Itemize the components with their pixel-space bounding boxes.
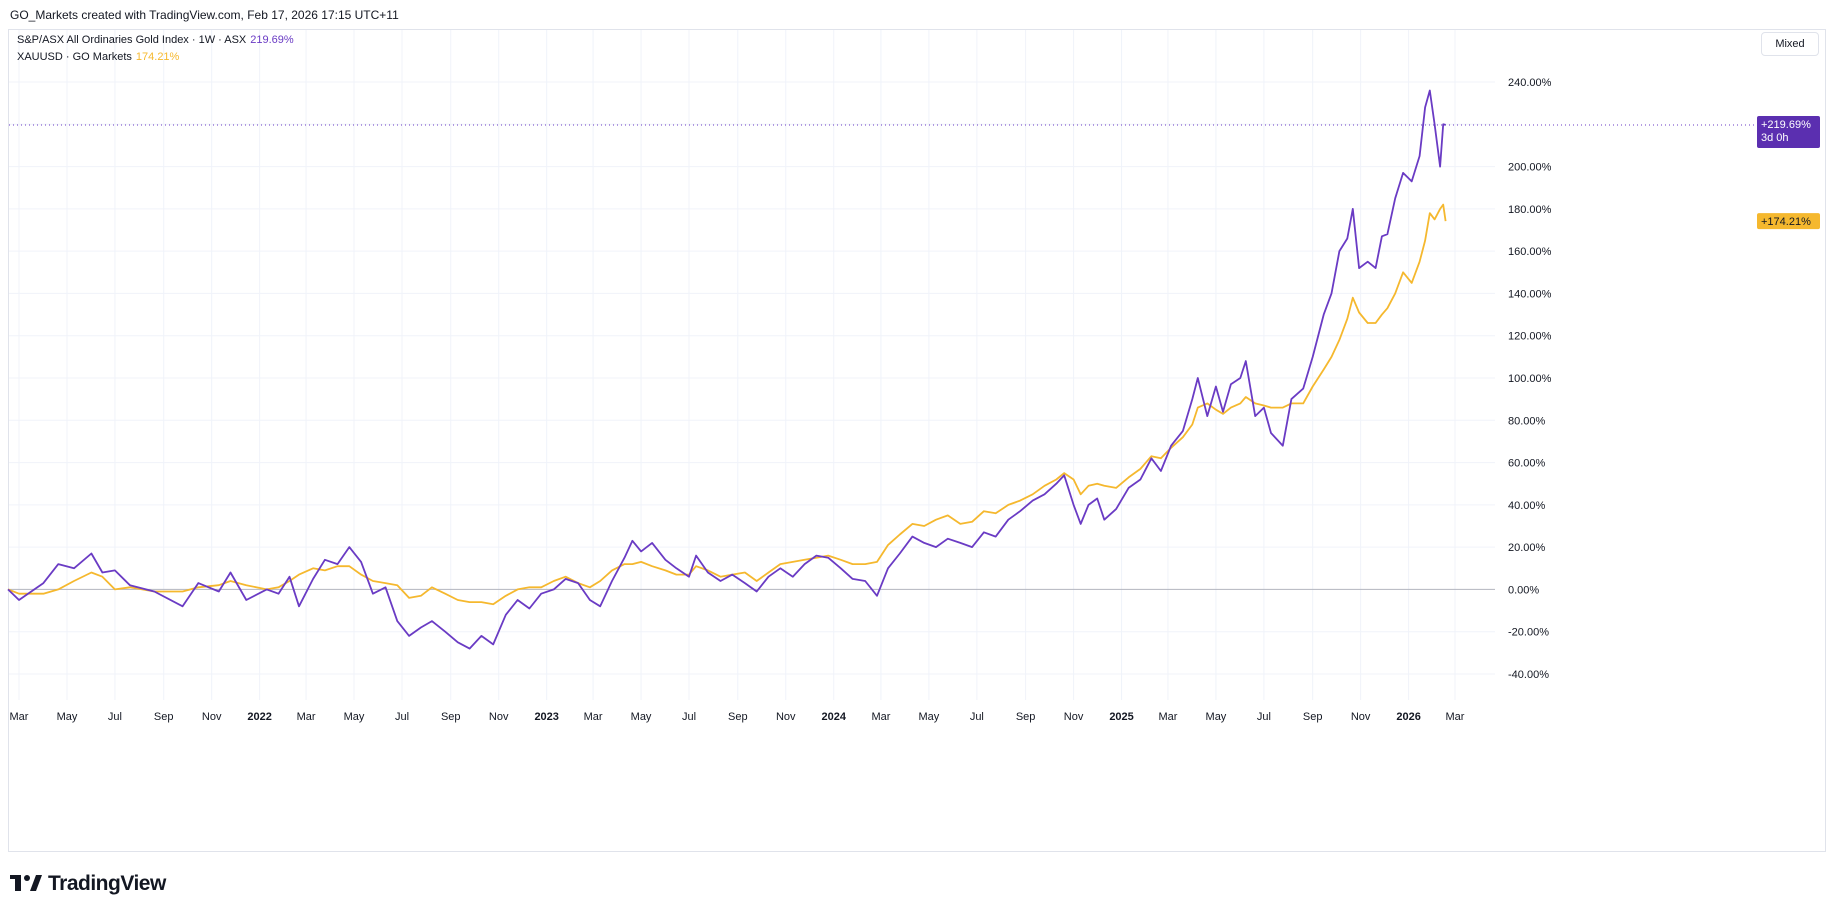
vertical-gridlines bbox=[18, 30, 1456, 700]
x-tick-label: Jul bbox=[970, 711, 984, 723]
x-tick-label: Nov bbox=[1351, 711, 1371, 723]
legend-item-xauusd[interactable]: XAUUSD · GO Markets 174.21% bbox=[17, 51, 179, 63]
horizontal-gridlines bbox=[9, 81, 1495, 675]
x-tick-label: Nov bbox=[202, 711, 222, 723]
x-tick-label: Mar bbox=[297, 711, 316, 723]
x-tick-label: Sep bbox=[1303, 711, 1323, 723]
x-tick-label: May bbox=[1206, 711, 1227, 723]
x-tick-label: Mar bbox=[10, 711, 29, 723]
x-tick-label: May bbox=[918, 711, 939, 723]
xauusd-line bbox=[7, 203, 1447, 606]
x-tick-label: 2023 bbox=[534, 711, 558, 723]
tradingview-logo-icon bbox=[10, 875, 42, 891]
x-tick-label: Jul bbox=[682, 711, 696, 723]
x-tick-label: Mar bbox=[1446, 711, 1465, 723]
x-tick-label: Sep bbox=[154, 711, 174, 723]
x-tick-label: May bbox=[344, 711, 365, 723]
y-tick-label: 240.00% bbox=[1508, 77, 1552, 89]
legend-item-gold-index[interactable]: S&P/ASX All Ordinaries Gold Index · 1W ·… bbox=[17, 34, 294, 46]
y-tick-label: 20.00% bbox=[1508, 542, 1546, 554]
legend-label: S&P/ASX All Ordinaries Gold Index · 1W ·… bbox=[17, 34, 247, 46]
y-tick-label: 180.00% bbox=[1508, 204, 1552, 216]
x-tick-label: Nov bbox=[776, 711, 796, 723]
x-tick-label: Mar bbox=[871, 711, 890, 723]
gold-index-countdown: 3d 0h bbox=[1761, 132, 1789, 144]
y-tick-label: 200.00% bbox=[1508, 162, 1552, 174]
x-tick-label: Sep bbox=[1016, 711, 1036, 723]
gold-index-price-value: +219.69% bbox=[1761, 119, 1811, 131]
x-tick-label: Mar bbox=[1158, 711, 1177, 723]
x-tick-label: Jul bbox=[395, 711, 409, 723]
gold-index-price-tag bbox=[1757, 115, 1820, 148]
x-tick-label: Sep bbox=[728, 711, 748, 723]
x-tick-label: 2022 bbox=[247, 711, 271, 723]
y-tick-label: 140.00% bbox=[1508, 288, 1552, 300]
xauusd-price-tag bbox=[1757, 213, 1820, 230]
brand-name: TradingView bbox=[48, 872, 166, 895]
x-tick-label: 2026 bbox=[1396, 711, 1420, 723]
y-tick-label: -40.00% bbox=[1508, 669, 1549, 681]
x-tick-label: May bbox=[57, 711, 78, 723]
chart-frame bbox=[8, 29, 1826, 852]
x-tick-label: May bbox=[631, 711, 652, 723]
x-tick-label: Sep bbox=[441, 711, 461, 723]
x-axis-tick-labels: Mar May Jul Sep Nov 2022 Mar May Jul Sep Nov 2023 Ma… bbox=[10, 711, 1465, 723]
tradingview-logo[interactable]: TradingView bbox=[10, 872, 166, 896]
y-tick-label: 100.00% bbox=[1508, 373, 1552, 385]
y-tick-label: 60.00% bbox=[1508, 458, 1546, 470]
y-tick-label: 160.00% bbox=[1508, 246, 1552, 258]
series-lines bbox=[7, 89, 1447, 650]
x-tick-label: Jul bbox=[108, 711, 122, 723]
y-tick-label: 40.00% bbox=[1508, 500, 1546, 512]
y-tick-label: -20.00% bbox=[1508, 627, 1549, 639]
x-tick-label: 2025 bbox=[1109, 711, 1133, 723]
chart-header: GO_Markets created with TradingView.com,… bbox=[10, 8, 399, 22]
xauusd-price-value: +174.21% bbox=[1761, 216, 1811, 228]
x-tick-label: Nov bbox=[489, 711, 509, 723]
x-tick-label: Nov bbox=[1064, 711, 1084, 723]
y-tick-label: 120.00% bbox=[1508, 331, 1552, 343]
gold-index-line bbox=[7, 89, 1446, 650]
legend-label: XAUUSD · GO Markets bbox=[17, 51, 132, 63]
y-axis-tick-labels: 240.00% 200.00% 180.00% 160.00% 140.00% 120.0… bbox=[1508, 77, 1552, 681]
legend-value: 219.69% bbox=[250, 34, 294, 46]
y-tick-label: 80.00% bbox=[1508, 415, 1546, 427]
y-tick-label: 0.00% bbox=[1508, 584, 1539, 596]
x-tick-label: Mar bbox=[584, 711, 603, 723]
scale-mode-button[interactable]: Mixed bbox=[1761, 32, 1819, 56]
x-tick-label: 2024 bbox=[821, 711, 846, 723]
price-scale-labels: +219.69%3d 0h +174.21% bbox=[1757, 115, 1820, 230]
x-tick-label: Jul bbox=[1257, 711, 1271, 723]
legend-value: 174.21% bbox=[135, 51, 180, 63]
